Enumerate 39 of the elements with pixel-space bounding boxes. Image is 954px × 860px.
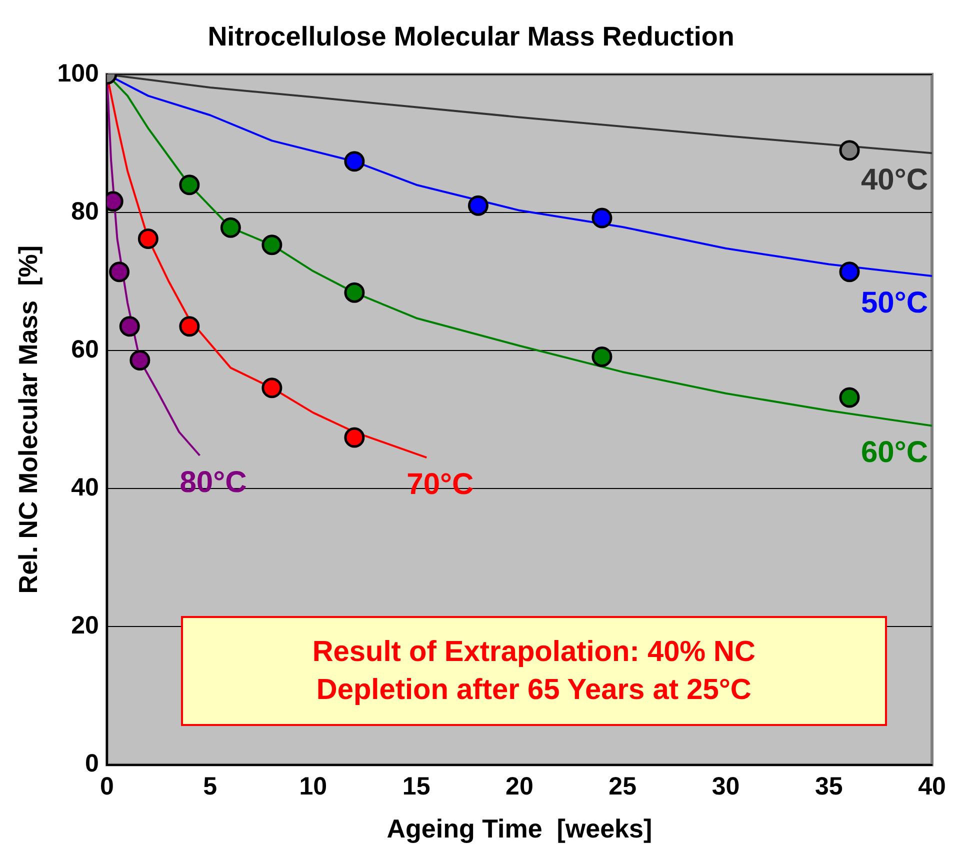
y-tick-label: 80 xyxy=(71,197,99,226)
point xyxy=(220,217,241,238)
note-box: Result of Extrapolation: 40% NC Depletion after 65 Years at 25°C xyxy=(181,616,887,726)
y-tick-label: 60 xyxy=(71,335,99,364)
point xyxy=(130,350,150,370)
point xyxy=(344,151,365,172)
x-tick-label: 20 xyxy=(506,772,534,801)
point xyxy=(468,195,488,216)
point xyxy=(839,387,860,408)
y-axis-title: Rel. NC Molecular Mass [%] xyxy=(12,246,43,594)
x-tick-label: 25 xyxy=(608,772,637,801)
point xyxy=(344,427,365,448)
point xyxy=(179,174,200,196)
x-tick-label: 40 xyxy=(918,772,946,801)
point xyxy=(592,208,612,228)
point xyxy=(119,316,140,337)
series-label: 50°C xyxy=(860,286,928,320)
series-label: 40°C xyxy=(860,163,928,196)
series-label: 60°C xyxy=(860,436,928,470)
x-tick-label: 30 xyxy=(712,772,740,801)
chart-title: Nitrocellulose Molecular Mass Reduction xyxy=(208,22,734,52)
x-tick-label: 10 xyxy=(299,772,328,801)
y-tick-label: 100 xyxy=(57,59,99,88)
point xyxy=(839,262,860,282)
point xyxy=(262,378,282,398)
x-tick-label: 35 xyxy=(814,772,843,801)
x-tick-label: 15 xyxy=(402,772,430,801)
point xyxy=(592,346,612,368)
point xyxy=(839,140,860,161)
point xyxy=(262,234,282,256)
x-axis-title: Ageing Time [weeks] xyxy=(386,814,652,844)
point xyxy=(138,228,158,249)
y-tick-label: 40 xyxy=(71,474,99,502)
y-tick-label: 20 xyxy=(71,612,99,640)
y-tick-label: 0 xyxy=(85,750,99,778)
x-tick-label: 5 xyxy=(203,772,218,801)
point xyxy=(344,282,365,303)
point xyxy=(179,316,200,337)
point xyxy=(109,262,130,282)
